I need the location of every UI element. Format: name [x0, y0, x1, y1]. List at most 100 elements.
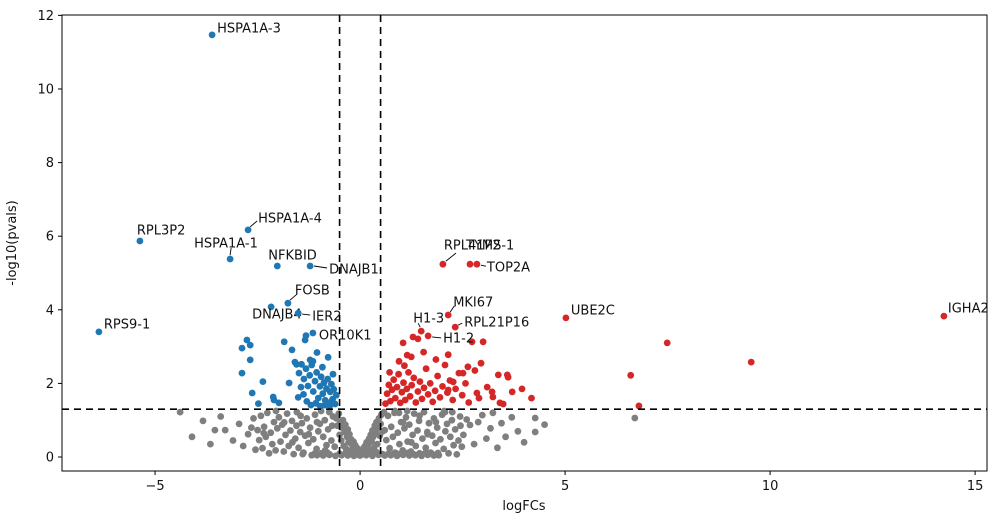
gene-label-leader [480, 264, 487, 267]
gene-point-mki67 [444, 311, 452, 319]
data-point-up [449, 396, 457, 404]
data-point-down [302, 365, 310, 373]
data-point-up [387, 397, 394, 405]
data-point-ns [265, 449, 273, 457]
data-point-up [518, 385, 526, 393]
data-point-up [473, 389, 481, 397]
data-point-ns [399, 447, 407, 454]
gene-label-nfkbid: NFKBID [268, 249, 317, 264]
data-point-ns [424, 430, 432, 438]
gene-point-h1-2 [424, 332, 432, 340]
gene-label-mki67: MKI67 [453, 296, 493, 311]
data-point-ns [407, 438, 415, 446]
data-point-ns [319, 433, 327, 441]
data-point-ns [441, 408, 449, 416]
data-point-ns [409, 431, 416, 439]
gene-label-rps9-1: RPS9-1 [104, 317, 150, 332]
data-point-ns [514, 427, 522, 435]
data-point-ns [432, 418, 440, 426]
y-tick-label: 10 [37, 82, 54, 97]
data-point-ns [311, 411, 319, 419]
gene-label-leader [249, 220, 258, 228]
data-point-ns [259, 444, 266, 452]
data-point-up [414, 388, 422, 395]
plot-border [61, 14, 988, 472]
data-point-ns [416, 412, 423, 420]
data-point-up [479, 338, 487, 346]
data-point-down [328, 380, 335, 388]
gene-label-leader [302, 313, 311, 316]
data-point-down [238, 344, 246, 352]
data-point-ns [270, 418, 278, 426]
data-point-ns [277, 438, 284, 445]
data-point-ns [309, 435, 317, 443]
data-point-ns [456, 413, 464, 420]
data-point-up [418, 395, 426, 403]
data-point-ns [531, 414, 539, 422]
data-point-ns [466, 421, 474, 429]
data-point-ns [323, 449, 331, 456]
data-point-up [663, 339, 671, 347]
data-point-up [401, 362, 408, 370]
data-point-ns [235, 420, 243, 428]
data-point-ns [460, 431, 467, 439]
data-point-up [405, 369, 412, 376]
data-point-ns [451, 426, 459, 433]
gene-point-top2a [473, 260, 481, 268]
data-point-ns [211, 426, 219, 434]
data-point-up [395, 370, 402, 378]
data-point-up [393, 383, 401, 391]
data-point-ns [328, 437, 335, 444]
gene-point-rps9-1 [95, 328, 103, 336]
data-point-ns [176, 408, 184, 416]
data-point-down [326, 402, 334, 410]
data-point-ns [275, 413, 283, 421]
data-point-ns [446, 433, 454, 441]
data-point-up [503, 371, 511, 379]
data-point-ns [288, 417, 296, 425]
data-point-ns [427, 449, 434, 456]
data-point-up [477, 359, 485, 367]
data-point-down [317, 373, 325, 381]
gene-label-leader [313, 265, 328, 269]
data-point-up [396, 399, 404, 407]
data-point-up [455, 369, 463, 377]
data-point-ns [448, 408, 456, 416]
data-point-ns [458, 443, 466, 451]
data-point-down [288, 346, 296, 354]
data-point-up [407, 353, 415, 361]
data-point-up [452, 385, 459, 393]
gene-label-h1-2: H1-2 [443, 331, 474, 346]
data-point-ns [244, 430, 252, 438]
data-point-ns [457, 422, 464, 430]
data-point-ns [287, 427, 294, 434]
gene-point-hspa1a-3 [208, 31, 216, 39]
gene-label-dnajb1: DNAJB1 [329, 263, 379, 278]
gene-point-igha2 [940, 312, 948, 320]
data-point-ns [494, 444, 501, 452]
data-point-ns [453, 451, 461, 458]
data-point-up [432, 356, 440, 363]
data-point-ns [437, 435, 444, 443]
data-point-ns [366, 449, 374, 457]
data-point-down [246, 356, 254, 364]
axes-layer: −5 0 5 10 15 0 2 4 6 8 10 12 [37, 9, 988, 494]
data-point-down [285, 379, 293, 387]
scatter-points-layer [176, 332, 755, 460]
data-point-up [627, 371, 635, 379]
y-tick-label: 12 [37, 9, 54, 24]
data-point-ns [392, 449, 400, 457]
data-point-up [383, 390, 391, 398]
data-point-ns [336, 431, 343, 439]
data-point-down [255, 400, 262, 407]
data-point-ns [252, 446, 259, 454]
data-point-down [314, 394, 322, 402]
gene-label-ier2: IER2 [312, 310, 341, 325]
data-point-down [297, 383, 305, 391]
data-point-down [324, 375, 332, 383]
data-point-up [464, 363, 472, 371]
data-point-ns [217, 413, 225, 420]
data-point-up [406, 392, 414, 400]
data-point-ns [267, 429, 275, 437]
